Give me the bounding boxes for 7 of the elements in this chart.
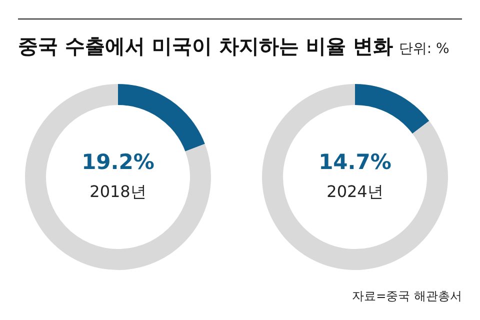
data-label: 19.2%: [82, 150, 154, 174]
chart-subtitle: 단위: %: [398, 41, 450, 57]
data-label: 14.7%: [318, 150, 392, 174]
text: 자료=중국 해관총서: [352, 289, 462, 303]
chart-title: 중국 수출에서 미국이 차지하는 비율 변화: [18, 34, 393, 58]
text: 2024년: [326, 182, 384, 201]
text: 2018년: [90, 182, 146, 201]
